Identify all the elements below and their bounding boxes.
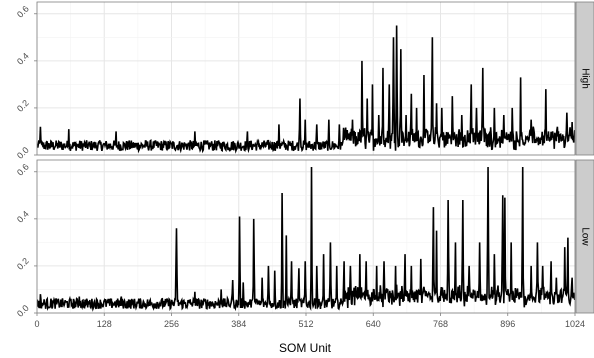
x-tick-label: 1024 [565, 319, 585, 329]
x-tick-label: 896 [500, 319, 515, 329]
y-tick-label: 0.0 [15, 145, 31, 161]
y-tick-label: 0.2 [15, 98, 31, 114]
y-tick-label: 0.2 [15, 256, 31, 272]
x-tick-label: 384 [231, 319, 246, 329]
facet-strip-label: Low [580, 227, 591, 246]
panel-border-high [36, 1, 576, 156]
y-tick-label: 0.4 [15, 209, 31, 225]
x-tick-label: 512 [298, 319, 313, 329]
x-tick-label: 0 [34, 319, 39, 329]
y-tick-label: 0.6 [15, 4, 31, 20]
y-tick-label: 0.6 [15, 162, 31, 178]
x-tick-label: 640 [366, 319, 381, 329]
x-axis-label: SOM Unit [279, 341, 332, 355]
x-tick-label: 128 [97, 319, 112, 329]
y-tick-label: 0.4 [15, 51, 31, 67]
x-tick-label: 768 [433, 319, 448, 329]
x-tick-label: 256 [164, 319, 179, 329]
facet-strip-low [575, 159, 594, 314]
y-tick-label: 0.0 [15, 303, 31, 319]
series-line-low [37, 167, 575, 312]
series-line-high [37, 25, 575, 154]
facet-strip-label: High [580, 68, 591, 89]
facet-strip-high [575, 1, 594, 156]
